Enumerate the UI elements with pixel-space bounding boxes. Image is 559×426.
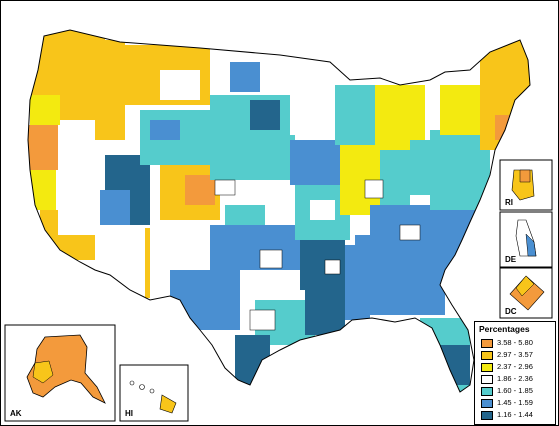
legend-label: 1.60 - 1.85 <box>497 386 533 395</box>
region-wi <box>335 85 380 145</box>
legend-swatch <box>481 374 493 384</box>
region-ok <box>210 225 300 270</box>
alaska-shape <box>26 334 106 404</box>
legend-label: 2.37 - 2.96 <box>497 362 533 371</box>
region-tx-s <box>235 335 270 385</box>
de-south <box>525 233 537 257</box>
region-in <box>380 150 410 205</box>
region-nc <box>420 210 485 240</box>
inset-ri <box>499 159 553 211</box>
region-va <box>430 180 490 210</box>
detail-white-6 <box>324 259 341 275</box>
region-ca-north <box>28 125 58 170</box>
legend-label: 1.86 - 2.36 <box>497 374 533 383</box>
hi-island-3 <box>149 388 155 394</box>
region-al <box>370 260 405 315</box>
region-ne-ne <box>480 40 530 150</box>
alaska-west <box>32 360 54 384</box>
ri-north <box>519 169 531 183</box>
legend: Percentages 3.58 - 5.80 2.97 - 3.57 2.37 -… <box>474 321 556 425</box>
inset-label-hi: HI <box>125 409 133 418</box>
region-mo-b <box>310 200 335 220</box>
legend-label: 1.16 - 1.44 <box>497 410 533 419</box>
region-sd-b <box>250 100 280 130</box>
legend-label: 3.58 - 5.80 <box>497 338 533 347</box>
conus-details <box>214 179 421 331</box>
hi-island-2 <box>139 384 145 390</box>
legend-item: 1.60 - 1.85 <box>481 386 533 396</box>
legend-item: 2.97 - 3.57 <box>481 350 533 360</box>
region-ca-central <box>28 170 56 210</box>
region-sc <box>430 240 470 280</box>
region-ne <box>210 140 300 180</box>
detail-white-1 <box>259 249 283 269</box>
inset-ak <box>4 324 116 422</box>
region-ma <box>495 115 525 140</box>
inset-hi-box <box>119 364 189 422</box>
legend-label: 2.97 - 3.57 <box>497 350 533 359</box>
hi-island-1 <box>129 380 135 386</box>
legend-swatch <box>481 386 493 396</box>
inset-de <box>499 211 553 268</box>
region-nv <box>58 125 108 235</box>
hi-big-island <box>159 394 177 414</box>
region-fl-s <box>440 345 470 385</box>
region-mn <box>290 65 340 135</box>
inset-label-de: DE <box>505 255 517 264</box>
dc-north <box>515 275 535 297</box>
inset-label-dc: DC <box>505 307 517 316</box>
legend-item: 2.37 - 2.96 <box>481 362 533 372</box>
legend-item: 1.16 - 1.44 <box>481 410 533 420</box>
region-mt-c <box>160 70 200 100</box>
legend-title: Percentages <box>479 324 530 334</box>
region-ia <box>290 140 345 185</box>
inset-label-ak: AK <box>10 409 22 418</box>
legend-item: 1.45 - 1.59 <box>481 398 533 408</box>
legend-label: 1.45 - 1.59 <box>497 398 533 407</box>
legend-item: 3.58 - 5.80 <box>481 338 533 348</box>
region-ut-b <box>100 190 130 225</box>
legend-swatch <box>481 338 493 348</box>
detail-white-4 <box>364 179 384 199</box>
region-wy-b <box>150 120 180 140</box>
legend-swatch <box>481 362 493 372</box>
legend-swatch <box>481 410 493 420</box>
region-or-west <box>30 95 60 125</box>
inset-label-ri: RI <box>505 198 513 207</box>
dc-shape <box>509 275 545 311</box>
conus-outline <box>27 29 531 393</box>
detail-white-3 <box>399 224 421 241</box>
inset-hi <box>119 364 189 422</box>
region-la <box>305 290 345 335</box>
legend-swatch <box>481 350 493 360</box>
legend-swatch <box>481 398 493 408</box>
detail-white-2 <box>249 309 276 331</box>
detail-white-5 <box>214 179 236 196</box>
region-nd-b <box>230 62 260 92</box>
inset-dc <box>499 267 553 319</box>
legend-item: 1.86 - 2.36 <box>481 374 533 384</box>
